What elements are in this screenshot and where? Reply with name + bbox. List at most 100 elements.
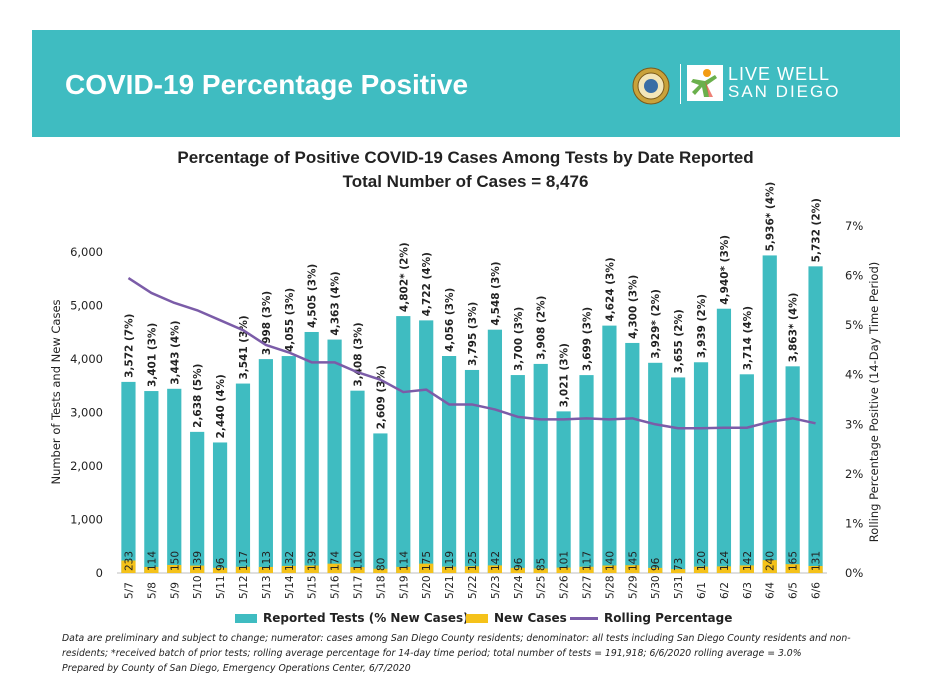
x-tick-label: 6/5 bbox=[788, 582, 800, 599]
bar-new-cases bbox=[487, 565, 503, 573]
test-value-label: 3,795 (3%) bbox=[467, 302, 479, 366]
bar-reported-tests bbox=[785, 366, 800, 573]
y2-tick-label: 2% bbox=[845, 467, 863, 481]
new-cases-label: 139 bbox=[307, 551, 319, 571]
x-tick-label: 5/27 bbox=[582, 575, 594, 599]
x-tick-label: 5/12 bbox=[238, 575, 250, 599]
bar-new-cases bbox=[281, 565, 296, 573]
legend-line-rolling bbox=[570, 616, 598, 620]
logo-line-2: SAN DIEGO bbox=[728, 82, 841, 101]
test-value-label: 3,699 (3%) bbox=[582, 307, 594, 371]
bar-new-cases bbox=[556, 567, 571, 573]
new-cases-label: 140 bbox=[604, 551, 616, 571]
test-value-label: 3,863* (4%) bbox=[788, 293, 800, 363]
test-value-label: 2,440 (4%) bbox=[215, 374, 227, 438]
x-tick-label: 5/22 bbox=[467, 575, 479, 599]
x-tick-label: 5/9 bbox=[169, 582, 181, 599]
x-tick-label: 6/4 bbox=[765, 582, 777, 599]
bar-new-cases bbox=[510, 567, 525, 573]
new-cases-label: 150 bbox=[169, 551, 181, 571]
x-tick-label: 5/19 bbox=[398, 575, 410, 599]
bar-new-cases bbox=[533, 568, 548, 573]
x-tick-label: 5/15 bbox=[307, 575, 319, 599]
bar-reported-tests bbox=[693, 362, 709, 573]
bar-reported-tests bbox=[327, 339, 342, 573]
y2-tick-label: 3% bbox=[845, 417, 863, 431]
x-tick-label: 5/16 bbox=[330, 575, 342, 599]
x-tick-label: 5/28 bbox=[604, 575, 616, 599]
bar-reported-tests bbox=[281, 356, 296, 573]
test-value-label: 3,443 (4%) bbox=[169, 321, 181, 385]
test-value-label: 3,408 (3%) bbox=[352, 322, 364, 386]
x-tick-label: 6/2 bbox=[719, 582, 731, 599]
new-cases-label: 114 bbox=[146, 551, 158, 571]
bar-reported-tests bbox=[304, 331, 319, 573]
chart-title: Percentage of Positive COVID-19 Cases Am… bbox=[177, 148, 754, 167]
bar-reported-tests bbox=[762, 255, 777, 573]
legend-item-tests: Reported Tests (% New Cases) bbox=[235, 611, 469, 625]
test-value-label: 2,609 (3%) bbox=[375, 365, 387, 429]
x-tick-label: 5/29 bbox=[627, 575, 639, 599]
y-axis-title: Number of Tests and New Cases bbox=[49, 299, 63, 484]
legend-swatch-new-cases bbox=[466, 613, 488, 623]
x-tick-label: 5/30 bbox=[650, 575, 662, 599]
bar-new-cases bbox=[396, 566, 411, 573]
new-cases-label: 113 bbox=[261, 551, 273, 571]
bar-reported-tests bbox=[212, 442, 228, 573]
new-cases-label: 80 bbox=[375, 558, 387, 571]
test-value-label: 4,505 (3%) bbox=[307, 264, 319, 328]
x-tick-label: 5/24 bbox=[513, 575, 525, 599]
test-value-label: 3,572 (7%) bbox=[123, 314, 135, 378]
y-tick-label: 4,000 bbox=[70, 352, 103, 366]
bar-reported-tests bbox=[648, 362, 663, 573]
test-value-label: 5,936* (4%) bbox=[765, 182, 777, 252]
y-tick-label: 3,000 bbox=[70, 406, 103, 420]
live-well-person-icon bbox=[687, 65, 723, 101]
legend-label-rolling: Rolling Percentage bbox=[604, 611, 733, 625]
new-cases-label: 165 bbox=[788, 551, 800, 571]
bar-new-cases bbox=[121, 560, 136, 573]
new-cases-label: 96 bbox=[650, 557, 662, 571]
bar-reported-tests bbox=[167, 388, 182, 573]
test-value-label: 4,624 (3%) bbox=[604, 257, 616, 321]
x-tick-label: 5/31 bbox=[673, 575, 685, 599]
bar-reported-tests bbox=[235, 383, 251, 573]
bar-new-cases bbox=[785, 564, 800, 573]
y-tick-label: 6,000 bbox=[70, 245, 103, 259]
bar-reported-tests bbox=[350, 390, 365, 573]
new-cases-label: 125 bbox=[467, 551, 479, 571]
test-value-label: 5,732 (2%) bbox=[811, 198, 823, 262]
bar-reported-tests bbox=[144, 391, 159, 573]
test-value-label: 3,908 (2%) bbox=[536, 296, 548, 360]
bar-new-cases bbox=[648, 567, 663, 573]
new-cases-label: 120 bbox=[696, 551, 708, 571]
y-tick-label: 2,000 bbox=[70, 459, 103, 473]
bar-reported-tests bbox=[602, 325, 617, 573]
bar-new-cases bbox=[464, 566, 480, 573]
bar-new-cases bbox=[304, 565, 319, 573]
new-cases-label: 96 bbox=[215, 557, 227, 571]
new-cases-label: 132 bbox=[284, 551, 296, 571]
x-tick-label: 5/20 bbox=[421, 575, 433, 599]
new-cases-label: 85 bbox=[536, 558, 548, 571]
new-cases-label: 131 bbox=[811, 551, 823, 571]
x-tick-label: 5/10 bbox=[192, 575, 204, 599]
new-cases-label: 139 bbox=[192, 551, 204, 571]
test-value-label: 3,021 (3%) bbox=[559, 343, 571, 407]
x-tick-label: 5/25 bbox=[536, 575, 548, 599]
bar-reported-tests bbox=[716, 308, 732, 573]
bar-reported-tests bbox=[258, 359, 273, 573]
new-cases-label: 174 bbox=[330, 551, 342, 571]
new-cases-label: 175 bbox=[421, 551, 433, 571]
new-cases-label: 240 bbox=[765, 551, 777, 571]
x-tick-label: 5/23 bbox=[490, 575, 502, 599]
footnotes: Data are preliminary and subject to chan… bbox=[62, 631, 882, 676]
bar-new-cases bbox=[235, 566, 251, 573]
test-value-label: 4,722 (4%) bbox=[421, 252, 433, 316]
y2-tick-label: 0% bbox=[845, 566, 863, 580]
new-cases-label: 233 bbox=[123, 551, 135, 571]
bar-new-cases bbox=[327, 563, 342, 573]
footnote-data-note: Data are preliminary and subject to chan… bbox=[62, 633, 851, 659]
bar-new-cases bbox=[258, 566, 273, 573]
new-cases-label: 73 bbox=[673, 558, 685, 571]
